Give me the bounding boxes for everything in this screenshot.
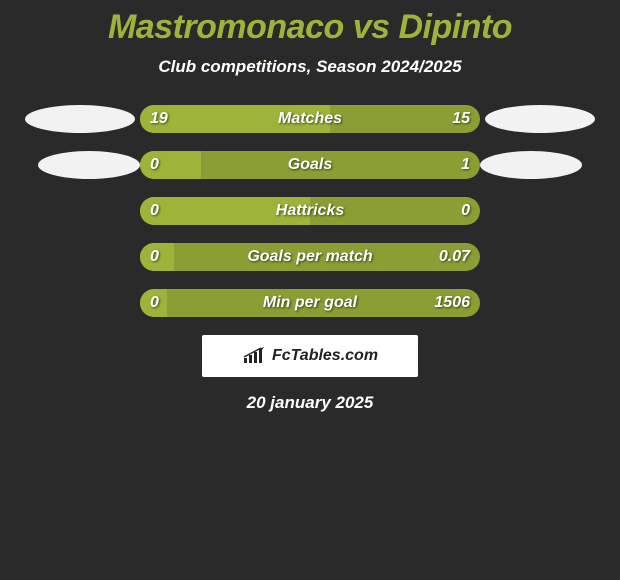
stat-right-value: 0 (461, 202, 470, 220)
right-ellipse-slot (480, 151, 600, 179)
stat-label: Min per goal (263, 294, 357, 312)
stat-left-value: 0 (150, 294, 159, 312)
player-left-marker (38, 151, 140, 179)
stat-row: 0 Hattricks 0 (0, 197, 620, 225)
stat-label: Goals per match (247, 248, 372, 266)
stat-row: 0 Min per goal 1506 (0, 289, 620, 317)
stat-row: 0 Goals 1 (0, 151, 620, 179)
stat-bar: 0 Goals per match 0.07 (140, 243, 480, 271)
stat-label: Matches (278, 110, 342, 128)
stat-bar: 0 Min per goal 1506 (140, 289, 480, 317)
stat-bar: 0 Hattricks 0 (140, 197, 480, 225)
comparison-widget: Mastromonaco vs Dipinto Club competition… (0, 0, 620, 413)
bar-chart-icon (242, 347, 266, 365)
stat-right-value: 1506 (434, 294, 470, 312)
left-ellipse-slot (20, 105, 140, 133)
stat-row: 19 Matches 15 (0, 105, 620, 133)
stat-label: Goals (288, 156, 332, 174)
stat-left-value: 0 (150, 156, 159, 174)
update-date: 20 january 2025 (0, 393, 620, 413)
branding-text: FcTables.com (272, 347, 378, 365)
page-title: Mastromonaco vs Dipinto (0, 8, 620, 47)
stat-label: Hattricks (276, 202, 344, 220)
branding-badge[interactable]: FcTables.com (202, 335, 418, 377)
player-right-marker (485, 105, 595, 133)
stat-right-value: 1 (461, 156, 470, 174)
player-right-marker (480, 151, 582, 179)
stats-list: 19 Matches 15 0 Goals 1 0 Hattricks 0 0 Goals per … (0, 105, 620, 317)
stat-bar: 0 Goals 1 (140, 151, 480, 179)
stat-row: 0 Goals per match 0.07 (0, 243, 620, 271)
left-ellipse-slot (20, 151, 140, 179)
stat-right-value: 0.07 (439, 248, 470, 266)
stat-left-value: 19 (150, 110, 168, 128)
stat-left-value: 0 (150, 248, 159, 266)
right-ellipse-slot (480, 105, 600, 133)
stat-bar: 19 Matches 15 (140, 105, 480, 133)
stat-left-value: 0 (150, 202, 159, 220)
player-left-marker (25, 105, 135, 133)
page-subtitle: Club competitions, Season 2024/2025 (0, 57, 620, 77)
stat-right-value: 15 (452, 110, 470, 128)
